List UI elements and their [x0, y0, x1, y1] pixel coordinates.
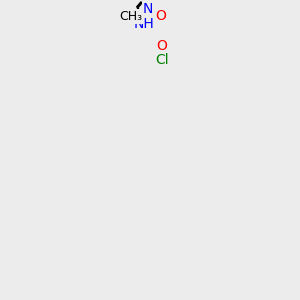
Text: CH₃: CH₃ [119, 10, 142, 23]
Text: NH: NH [134, 17, 155, 31]
Text: O: O [155, 9, 166, 23]
Text: O: O [157, 39, 167, 53]
Text: Cl: Cl [155, 53, 169, 67]
Text: N: N [143, 2, 153, 16]
